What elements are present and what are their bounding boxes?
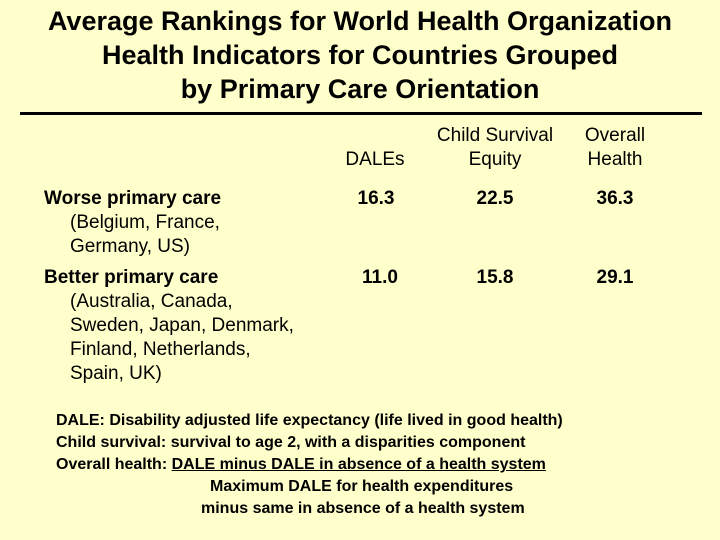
row-countries-better-4: Spain, UK) xyxy=(70,363,162,384)
title-divider xyxy=(20,112,702,115)
note-overall-health: Overall health: DALE minus DALE in absen… xyxy=(56,454,563,476)
column-header-child-line-2: Equity xyxy=(468,149,522,170)
column-header-overall-line-2: Health xyxy=(587,149,643,170)
definitions-notes: DALE: Disability adjusted life expectanc… xyxy=(56,410,563,520)
note-overall-numerator: DALE minus DALE in absence of a health s… xyxy=(171,456,546,473)
cell-worse-dales: 16.3 xyxy=(357,188,395,209)
row-countries-better-3: Finland, Netherlands, xyxy=(70,339,251,360)
column-header-overall-line-1: Overall xyxy=(584,125,646,146)
row-countries-worse-2: Germany, US) xyxy=(70,236,191,257)
title-line-2: Health Indicators for Countries Grouped xyxy=(101,40,619,70)
cell-worse-overall: 36.3 xyxy=(596,188,634,209)
column-header-child-survival: Child Survival Equity xyxy=(428,124,562,172)
cell-better-dales: 11.0 xyxy=(362,267,398,288)
note-overall-denominator-2: minus same in absence of a health system xyxy=(201,500,525,517)
cell-better-child: 15.8 xyxy=(476,267,514,288)
table-row-label-worse: Worse primary care (Belgium, France, Ger… xyxy=(44,187,221,259)
row-label-worse: Worse primary care xyxy=(44,188,222,209)
row-countries-better-1: (Australia, Canada, xyxy=(70,291,233,312)
title-line-3: by Primary Care Orientation xyxy=(180,74,540,104)
cell-better-overall: 29.1 xyxy=(596,267,634,288)
note-overall-denominator-1: Maximum DALE for health expenditures xyxy=(210,478,514,495)
column-header-dales: DALEs xyxy=(336,148,414,172)
cell-worse-child: 22.5 xyxy=(476,188,514,209)
note-dale: DALE: Disability adjusted life expectanc… xyxy=(56,412,563,429)
table-row-label-better: Better primary care (Australia, Canada, … xyxy=(44,266,294,386)
column-header-child-line-1: Child Survival xyxy=(436,125,554,146)
column-header-overall-health: Overall Health xyxy=(575,124,655,172)
row-countries-better-2: Sweden, Japan, Denmark, xyxy=(70,315,294,336)
note-child-survival: Child survival: survival to age 2, with … xyxy=(56,434,526,451)
title-line-1: Average Rankings for World Health Organi… xyxy=(47,6,673,36)
note-overall-prefix: Overall health: xyxy=(56,456,172,473)
row-label-better: Better primary care xyxy=(44,267,219,288)
column-header-dales-label: DALEs xyxy=(345,149,405,170)
slide-title: Average Rankings for World Health Organi… xyxy=(0,4,720,106)
row-countries-worse-1: (Belgium, France, xyxy=(70,212,220,233)
